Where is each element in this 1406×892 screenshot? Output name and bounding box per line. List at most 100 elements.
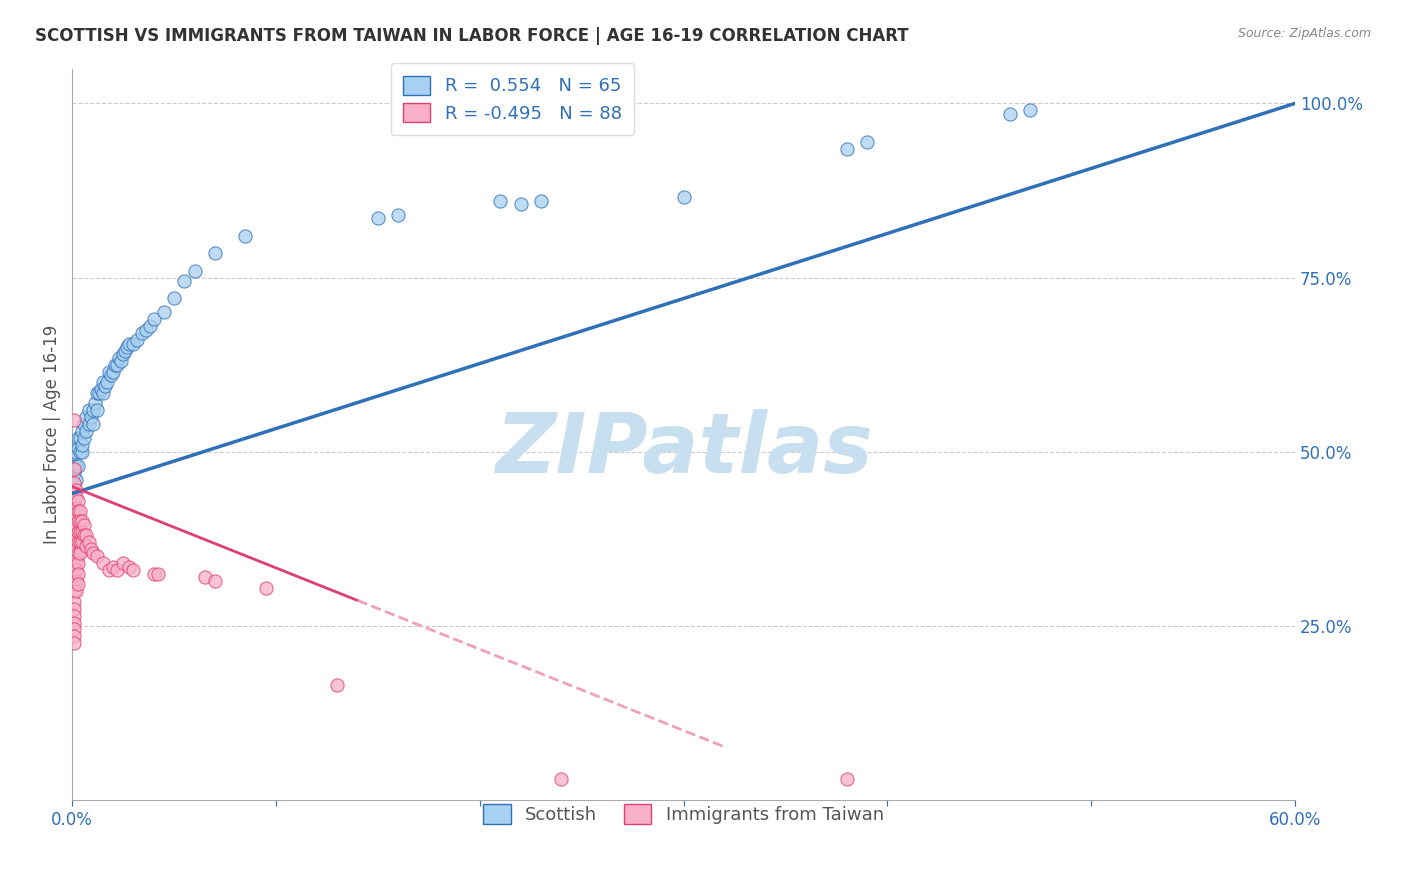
Legend: Scottish, Immigrants from Taiwan: Scottish, Immigrants from Taiwan: [472, 794, 894, 835]
Point: [146, 566, 169, 581]
Point: [63, 570, 86, 584]
Point: [63, 528, 86, 542]
Point: [76, 409, 98, 424]
Point: [63, 486, 86, 500]
Point: [114, 343, 136, 358]
Point: [67, 556, 90, 570]
Point: [79, 409, 101, 424]
Point: [63, 539, 86, 553]
Point: [69, 524, 91, 539]
Point: [63, 615, 86, 630]
Point: [63, 521, 86, 535]
Point: [63, 508, 86, 522]
Point: [77, 535, 100, 549]
Point: [118, 336, 141, 351]
Point: [94, 378, 117, 392]
Point: [83, 396, 105, 410]
Point: [63, 493, 86, 508]
Point: [63, 532, 86, 546]
Point: [183, 263, 205, 277]
Point: [998, 107, 1021, 121]
Point: [387, 208, 409, 222]
Point: [67, 458, 90, 473]
Point: [110, 354, 132, 368]
Point: [65, 473, 87, 487]
Point: [91, 385, 114, 400]
Point: [142, 566, 165, 581]
Point: [163, 292, 186, 306]
Point: [65, 532, 87, 546]
Point: [856, 135, 879, 149]
Point: [69, 535, 91, 549]
Point: [204, 246, 226, 260]
Point: [63, 577, 86, 591]
Point: [63, 584, 86, 599]
Point: [67, 431, 90, 445]
Point: [97, 365, 120, 379]
Text: Source: ZipAtlas.com: Source: ZipAtlas.com: [1237, 27, 1371, 40]
Point: [63, 476, 86, 491]
Point: [118, 559, 141, 574]
Point: [91, 556, 114, 570]
Point: [173, 274, 195, 288]
Point: [67, 504, 90, 518]
Point: [67, 493, 90, 508]
Point: [835, 772, 858, 787]
Point: [82, 417, 104, 431]
Point: [69, 515, 91, 529]
Point: [91, 375, 114, 389]
Point: [65, 542, 87, 557]
Point: [67, 535, 90, 549]
Point: [65, 458, 87, 473]
Point: [77, 417, 100, 431]
Point: [117, 340, 139, 354]
Point: [127, 333, 149, 347]
Point: [63, 630, 86, 644]
Point: [112, 556, 135, 570]
Point: [72, 424, 94, 438]
Point: [69, 444, 91, 458]
Point: [530, 194, 553, 208]
Point: [82, 546, 104, 560]
Point: [87, 385, 110, 400]
Point: [65, 553, 87, 567]
Point: [67, 577, 90, 591]
Point: [65, 563, 87, 577]
Point: [63, 559, 86, 574]
Point: [69, 546, 91, 560]
Point: [235, 228, 257, 243]
Point: [204, 574, 226, 588]
Point: [122, 563, 145, 577]
Point: [67, 546, 90, 560]
Point: [65, 574, 87, 588]
Point: [69, 504, 91, 518]
Point: [65, 521, 87, 535]
Point: [63, 608, 86, 623]
Point: [672, 190, 695, 204]
Point: [86, 549, 108, 564]
Point: [122, 336, 145, 351]
Point: [72, 438, 94, 452]
Point: [82, 403, 104, 417]
Point: [509, 197, 531, 211]
Point: [104, 358, 127, 372]
Point: [86, 403, 108, 417]
Point: [63, 500, 86, 515]
Point: [112, 347, 135, 361]
Point: [97, 563, 120, 577]
Point: [65, 444, 87, 458]
Point: [63, 594, 86, 608]
Point: [73, 431, 96, 445]
Point: [67, 566, 90, 581]
Point: [105, 358, 128, 372]
Point: [153, 305, 176, 319]
Point: [76, 539, 98, 553]
Point: [63, 458, 86, 473]
Point: [550, 772, 572, 787]
Point: [65, 511, 87, 525]
Point: [67, 515, 90, 529]
Point: [63, 476, 86, 491]
Point: [63, 636, 86, 650]
Point: [73, 528, 96, 542]
Point: [63, 546, 86, 560]
